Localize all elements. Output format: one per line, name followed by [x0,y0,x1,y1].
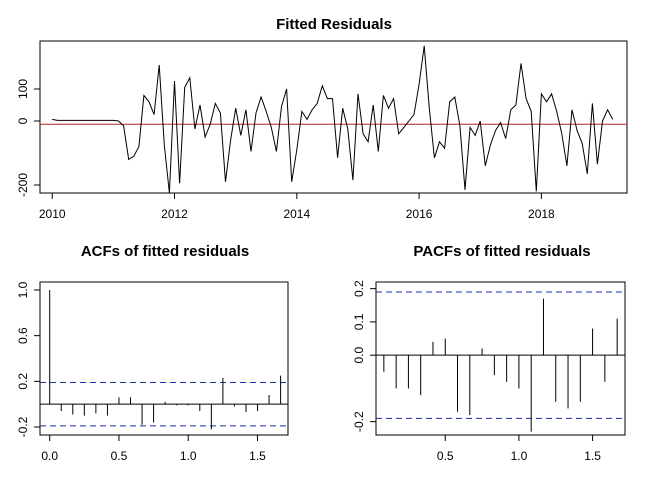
plot-frame [39,40,628,194]
x-tick-label: 2010 [39,207,66,221]
chart-panel-3 [370,281,626,441]
y-tick-label: 1.0 [16,281,30,298]
x-tick-label: 2016 [406,207,433,221]
chart-title: ACFs of fitted residuals [81,243,249,260]
chart-title: PACFs of fitted residuals [413,243,590,260]
x-tick-label: 1.5 [584,449,601,463]
x-tick-label: 1.0 [511,449,528,463]
x-tick-label: 2014 [283,207,310,221]
plot-frame [375,281,626,436]
y-tick-label: 0.0 [352,347,366,364]
y-tick-label: -0.2 [16,416,30,437]
chart-panel-1 [34,40,628,199]
x-tick-label: 0.5 [437,449,454,463]
residual-series-line [52,45,614,194]
y-tick-label: 0.2 [16,373,30,390]
y-tick-label: -0.2 [352,411,366,432]
plot-frame [39,281,289,436]
y-tick-label: 0.1 [352,313,366,330]
chart-title: Fitted Residuals [276,16,392,33]
x-tick-label: 2012 [161,207,188,221]
x-tick-label: 1.0 [180,449,197,463]
y-tick-label: 0.6 [16,327,30,344]
y-tick-label: -200 [16,173,30,197]
x-tick-label: 0.5 [111,449,128,463]
x-tick-label: 1.5 [249,449,266,463]
y-tick-label: 0.2 [352,280,366,297]
chart-panel-2 [34,281,289,441]
x-tick-label: 0.0 [41,449,58,463]
x-tick-label: 2018 [528,207,555,221]
y-tick-label: 100 [16,79,30,99]
y-tick-label: 0 [16,117,30,124]
